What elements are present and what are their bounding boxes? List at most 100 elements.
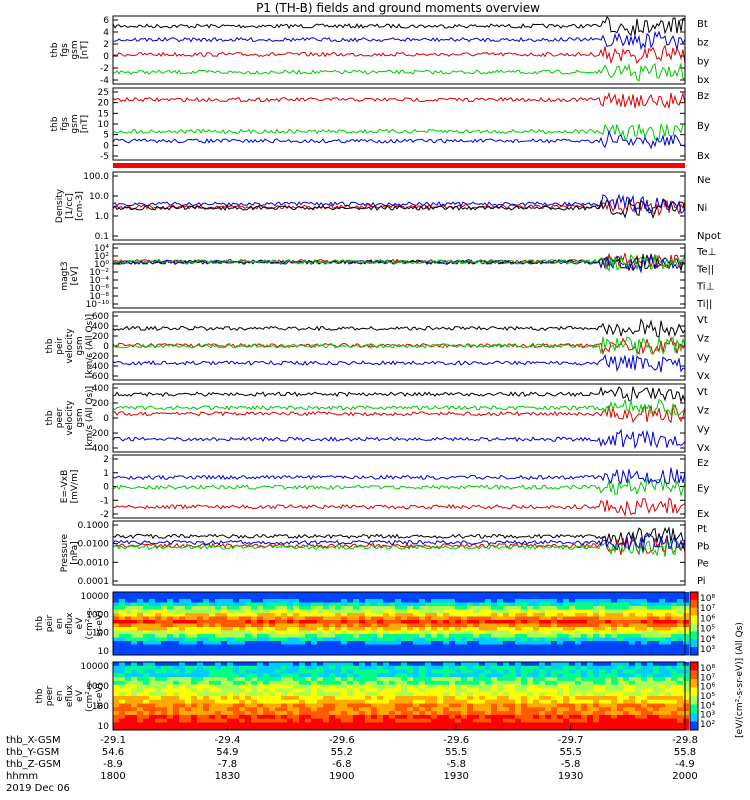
heat-cell (665, 673, 671, 678)
heat-cell (497, 696, 503, 701)
heat-cell (557, 692, 563, 697)
ylabel-line: eV (75, 617, 85, 630)
heat-cell (389, 684, 395, 689)
heat-cell (485, 688, 491, 693)
heat-cell (149, 707, 155, 712)
heat-cell (353, 599, 359, 603)
heat-cell (641, 602, 647, 607)
heat-cell (461, 699, 467, 705)
heat-cell (287, 641, 293, 645)
heat-cell (377, 677, 383, 682)
heat-cell (269, 630, 275, 635)
heat-cell (239, 620, 245, 624)
heat-cell (419, 684, 425, 689)
heat-cell (653, 592, 659, 596)
heat-cell (425, 595, 431, 600)
heat-cell (269, 616, 275, 621)
heat-cell (179, 637, 185, 642)
heat-cell (197, 707, 203, 712)
heat-cell (335, 684, 341, 689)
heat-cell (191, 616, 197, 621)
heat-cell (629, 641, 635, 645)
heat-cell (437, 684, 443, 689)
heat-cell (233, 602, 239, 607)
heat-cell (545, 688, 551, 693)
heat-cell (599, 722, 605, 727)
ylabel-line: peer (45, 685, 55, 706)
heat-cell (209, 665, 215, 671)
heat-cell (389, 616, 395, 621)
heat-cell (227, 634, 233, 638)
heat-cell (143, 677, 149, 682)
ylabel: Pressure[nPa] (60, 533, 80, 572)
heat-cell (137, 662, 143, 667)
heat-cell (533, 669, 539, 674)
heat-cell (587, 616, 593, 621)
heat-cell (113, 714, 119, 720)
heat-cell (599, 696, 605, 701)
heat-cell (647, 714, 653, 720)
heat-cell (215, 707, 221, 712)
heat-cell (551, 602, 557, 607)
heat-cell (593, 637, 599, 642)
heat-cell (245, 627, 251, 631)
heat-cell (671, 599, 677, 603)
heat-cell (635, 602, 641, 607)
heat-cell (551, 680, 557, 686)
heat-cell (137, 606, 143, 610)
heat-cell (251, 592, 257, 596)
heat-cell (317, 620, 323, 624)
heat-cell (245, 630, 251, 635)
heat-cell (377, 665, 383, 671)
heat-cell (479, 651, 485, 656)
heat-cell (473, 703, 479, 708)
heat-cell (293, 651, 299, 656)
heat-cell (413, 726, 419, 731)
heat-cell (395, 620, 401, 624)
heat-cell (149, 609, 155, 614)
heat-cell (329, 707, 335, 712)
heat-cell (227, 699, 233, 705)
heat-cell (383, 703, 389, 708)
heat-cell (509, 609, 515, 614)
heat-cell (311, 613, 317, 617)
heat-cell (491, 634, 497, 638)
heat-cell (179, 641, 185, 645)
heat-cell (599, 673, 605, 678)
heat-cell (185, 688, 191, 693)
heat-cell (503, 692, 509, 697)
heat-cell (161, 669, 167, 674)
heat-cell (203, 609, 209, 614)
heat-cell (527, 692, 533, 697)
heat-cell (539, 718, 545, 723)
heat-cell (137, 648, 143, 652)
heat-cell (257, 726, 263, 731)
heat-cell (221, 688, 227, 693)
heat-cell (611, 637, 617, 642)
heat-cell (305, 592, 311, 596)
heat-cell (149, 722, 155, 727)
heat-cell (605, 599, 611, 603)
heat-cell (389, 641, 395, 645)
heat-cell (491, 592, 497, 596)
heat-cell (239, 634, 245, 638)
heat-cell (587, 609, 593, 614)
heat-cell (443, 592, 449, 596)
heat-cell (161, 673, 167, 678)
heat-cell (665, 616, 671, 621)
heat-cell (281, 599, 287, 603)
ytick-label: 10 (98, 722, 110, 732)
heat-cell (581, 673, 587, 678)
heat-cell (515, 673, 521, 678)
heat-cell (335, 616, 341, 621)
series-3 (112, 353, 686, 373)
heat-cell (557, 703, 563, 708)
heat-cell (623, 718, 629, 723)
heat-cell (635, 627, 641, 631)
heat-cell (251, 673, 257, 678)
heat-cell (395, 696, 401, 701)
heat-cell (167, 722, 173, 727)
heat-cell (305, 692, 311, 697)
heat-cell (215, 637, 221, 642)
heat-cell (305, 680, 311, 686)
